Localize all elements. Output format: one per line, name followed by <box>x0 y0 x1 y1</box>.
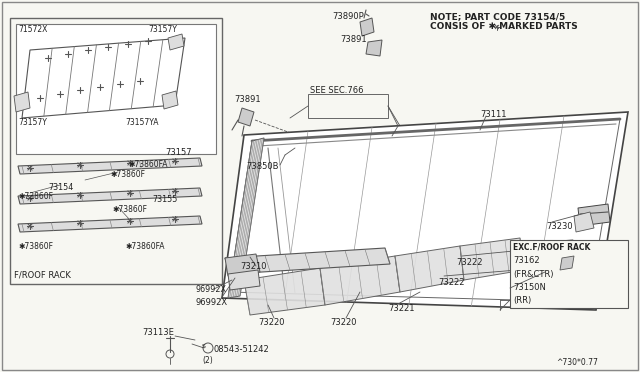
Polygon shape <box>228 270 260 290</box>
Text: 73157YA: 73157YA <box>125 118 159 127</box>
Bar <box>510 240 628 308</box>
Text: 73157: 73157 <box>165 148 191 157</box>
Text: ^730*0.77: ^730*0.77 <box>556 358 598 367</box>
Polygon shape <box>395 246 464 292</box>
Text: 73891: 73891 <box>340 35 367 44</box>
Polygon shape <box>560 256 574 270</box>
Text: 96992X: 96992X <box>195 298 227 307</box>
Text: 73210: 73210 <box>240 262 266 271</box>
Polygon shape <box>320 256 400 305</box>
Polygon shape <box>360 18 374 36</box>
Polygon shape <box>225 248 390 274</box>
Text: ✱73860F: ✱73860F <box>18 242 53 251</box>
Polygon shape <box>238 108 254 126</box>
Text: 08543-51242: 08543-51242 <box>214 345 269 354</box>
Text: F/ROOF RACK: F/ROOF RACK <box>14 270 71 279</box>
Text: (2): (2) <box>203 356 213 365</box>
Polygon shape <box>542 262 570 280</box>
Polygon shape <box>578 204 610 226</box>
Polygon shape <box>168 34 184 50</box>
Text: ✱73860FA: ✱73860FA <box>125 242 164 251</box>
Text: 73150N: 73150N <box>513 283 546 292</box>
Text: NOTE; PART CODE 73154/5: NOTE; PART CODE 73154/5 <box>430 12 565 21</box>
Bar <box>10 18 222 284</box>
Text: 73111: 73111 <box>480 110 506 119</box>
Bar <box>16 24 216 154</box>
Text: 73157Y: 73157Y <box>148 25 177 34</box>
Text: 73113E: 73113E <box>142 328 174 337</box>
Polygon shape <box>22 38 185 118</box>
Text: 73890P: 73890P <box>332 12 364 21</box>
Text: 73222: 73222 <box>456 258 483 267</box>
Text: (RR): (RR) <box>513 296 531 305</box>
Text: 73155: 73155 <box>152 195 177 204</box>
Polygon shape <box>162 91 178 109</box>
Text: S: S <box>202 344 206 349</box>
Text: 73850B: 73850B <box>246 162 278 171</box>
Text: ✱73860F: ✱73860F <box>110 170 145 179</box>
Text: 96992X: 96992X <box>196 285 227 294</box>
Text: 73154: 73154 <box>48 183 73 192</box>
Text: 73220: 73220 <box>258 318 285 327</box>
Text: ✱73860F: ✱73860F <box>112 205 147 214</box>
Polygon shape <box>225 254 260 276</box>
Polygon shape <box>18 216 202 232</box>
Text: CONSIS OF ✱ MARKED PARTS: CONSIS OF ✱ MARKED PARTS <box>430 22 578 31</box>
Text: EXC.F/ROOF RACK: EXC.F/ROOF RACK <box>513 243 590 252</box>
Text: 73891: 73891 <box>234 95 260 104</box>
Text: ✱73860FA: ✱73860FA <box>128 160 168 169</box>
Polygon shape <box>460 238 524 280</box>
Polygon shape <box>366 40 382 56</box>
Polygon shape <box>244 268 325 315</box>
Polygon shape <box>222 112 628 310</box>
Text: 73221: 73221 <box>388 304 415 313</box>
Bar <box>308 94 388 118</box>
Polygon shape <box>228 138 264 298</box>
Polygon shape <box>574 212 594 232</box>
Text: 73157Y: 73157Y <box>18 118 47 127</box>
Polygon shape <box>14 92 30 112</box>
Text: 73222: 73222 <box>438 278 465 287</box>
Text: SEE SEC.766: SEE SEC.766 <box>310 86 364 95</box>
Polygon shape <box>18 188 202 204</box>
Text: 71572X: 71572X <box>18 25 47 34</box>
Text: (FR&CTR): (FR&CTR) <box>513 270 554 279</box>
Text: 73220: 73220 <box>330 318 356 327</box>
Polygon shape <box>229 119 620 302</box>
Text: 73162: 73162 <box>513 256 540 265</box>
Text: 73230: 73230 <box>546 222 573 231</box>
Polygon shape <box>18 158 202 174</box>
Polygon shape <box>545 240 573 258</box>
Text: ✱73860F: ✱73860F <box>18 192 53 201</box>
